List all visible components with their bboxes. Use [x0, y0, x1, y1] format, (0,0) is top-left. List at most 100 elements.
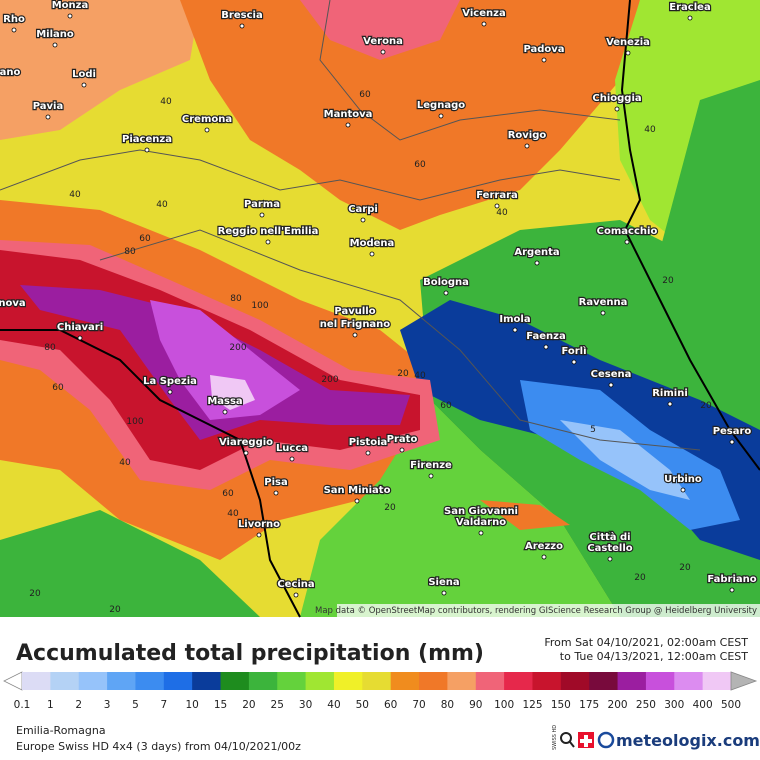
contour-label: 40 — [644, 125, 656, 135]
city-dot — [729, 587, 735, 593]
legend-label: 5 — [132, 699, 139, 711]
legend-swatch — [674, 672, 704, 690]
legend-swatch — [277, 672, 307, 690]
legend-label: 100 — [494, 699, 514, 711]
legend-label: 500 — [721, 699, 741, 711]
contour-label: 200 — [229, 343, 246, 353]
city-label: Faenza — [526, 331, 565, 342]
city-dot — [81, 82, 87, 88]
city-dot — [380, 49, 386, 55]
legend-swatch — [50, 672, 80, 690]
contour-label: 20 — [384, 503, 396, 513]
city-label: Lodi — [72, 69, 96, 80]
city-label: San Giovanni — [444, 506, 518, 517]
city-label: Pistoia — [349, 437, 388, 448]
legend-label: 90 — [469, 699, 482, 711]
legend-label: 3 — [104, 699, 111, 711]
city-dot — [345, 122, 351, 128]
city-label: Cesena — [591, 369, 632, 380]
city-label: Castello — [587, 543, 632, 554]
city-label: Bologna — [423, 277, 469, 288]
contour-label: 60 — [414, 160, 426, 170]
city-dot — [600, 310, 606, 316]
legend-label: 400 — [693, 699, 713, 711]
boundary — [0, 0, 701, 451]
legend-swatch — [163, 672, 193, 690]
city-label: Comacchio — [597, 226, 658, 237]
contour-label: 20 — [700, 401, 712, 411]
city-label: ano — [0, 67, 20, 78]
legend-arrow — [730, 671, 758, 691]
city-label: Chiavari — [57, 322, 103, 333]
city-dot — [512, 327, 518, 333]
legend-swatch — [560, 672, 590, 690]
legend-swatch — [192, 672, 222, 690]
city-dot — [239, 23, 245, 29]
city-label: Città di — [589, 531, 630, 543]
legend-swatch — [362, 672, 392, 690]
legend-swatch — [419, 672, 448, 690]
city-dot — [45, 114, 51, 120]
city-dot — [259, 212, 265, 218]
attribution-bg — [337, 604, 760, 617]
city-dot — [256, 532, 262, 538]
city-dot — [399, 447, 405, 453]
city-dot — [541, 554, 547, 560]
swiss-cross — [580, 735, 592, 747]
city-dot — [438, 113, 444, 119]
city-label: Monza — [52, 0, 89, 11]
city-label: Milano — [36, 29, 74, 40]
contour-label: 5 — [590, 425, 596, 435]
legend-swatch — [447, 672, 477, 690]
city-label: Chioggia — [592, 93, 641, 104]
city-label: La Spezia — [143, 376, 197, 387]
city-label: Urbino — [664, 474, 702, 485]
city-label: Massa — [207, 396, 242, 407]
city-dot — [614, 106, 620, 112]
legend-label: 250 — [636, 699, 656, 711]
city-label: Venezia — [606, 37, 650, 48]
city-label: Siena — [428, 577, 459, 588]
contour-label: 100 — [251, 301, 268, 311]
city-dot — [243, 450, 249, 456]
city-dot — [365, 450, 371, 456]
legend-label: 1 — [47, 699, 54, 711]
legend-label: 0.1 — [14, 699, 31, 711]
area — [150, 300, 300, 420]
area — [0, 510, 260, 617]
city-label: Rimini — [652, 388, 688, 399]
city-dot — [441, 590, 447, 596]
contour-label: 80 — [44, 343, 56, 353]
contour-label: 40 — [496, 208, 508, 218]
city-dot — [293, 592, 299, 598]
city-label: Argenta — [514, 247, 559, 258]
legend-label: 7 — [160, 699, 167, 711]
city-label: Lucca — [276, 443, 308, 454]
legend-swatch — [504, 672, 533, 690]
city-label: Valdarno — [456, 517, 506, 528]
legend-label: 50 — [356, 699, 369, 711]
city-dot — [624, 239, 630, 245]
date-to: to Tue 04/13/2021, 12:00am CEST — [560, 650, 748, 663]
city-dot — [360, 217, 366, 223]
city-dot — [222, 409, 228, 415]
city-label: Reggio nell'Emilia — [218, 226, 319, 237]
city-dot — [478, 530, 484, 536]
brand: meteologix.com — [616, 731, 760, 750]
contour-label: 20 — [29, 589, 41, 599]
city-dot — [524, 143, 530, 149]
search-icon — [569, 741, 575, 748]
city-label: Arezzo — [525, 541, 563, 552]
contour-label: 20 — [662, 276, 674, 286]
city-label: Rho — [3, 14, 25, 25]
city-dot — [687, 15, 693, 21]
city-dot — [541, 57, 547, 63]
city-label: Viareggio — [219, 437, 273, 448]
area — [480, 500, 570, 530]
contour-label: 20 — [397, 369, 409, 379]
city-dot — [204, 127, 210, 133]
legend-swatch — [589, 672, 619, 690]
city-dot — [369, 251, 375, 257]
legend-label: 40 — [327, 699, 340, 711]
legend-label: 60 — [384, 699, 397, 711]
